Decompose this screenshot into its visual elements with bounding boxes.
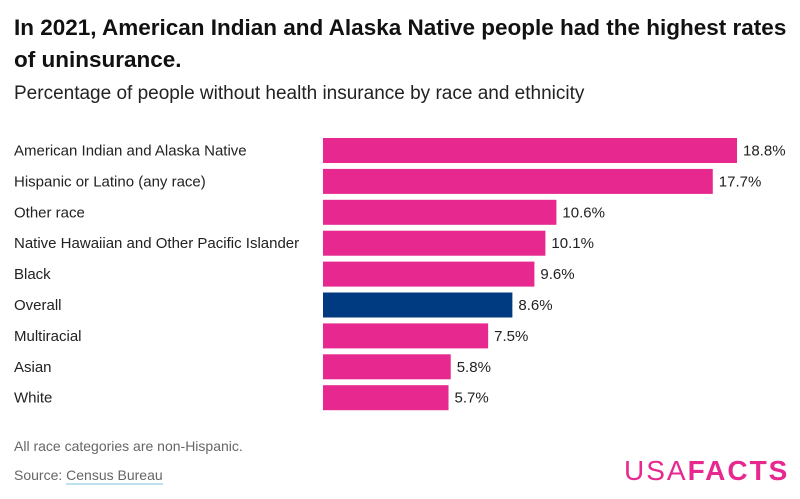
data-label: 8.6%: [518, 297, 552, 314]
bar-chart: American Indian and Alaska Native 18.8% Hi…: [14, 138, 786, 411]
bar: [323, 323, 489, 349]
logo-usa: USA: [624, 455, 688, 486]
category-label: Native Hawaiian and Other Pacific Island…: [14, 235, 299, 252]
source-link[interactable]: Census Bureau: [66, 467, 163, 485]
category-label: Other race: [14, 204, 85, 221]
chart-subtitle: Percentage of people without health insu…: [14, 83, 585, 104]
category-label: Hispanic or Latino (any race): [14, 173, 206, 190]
bar: [323, 230, 546, 256]
logo-facts: FACTS: [687, 455, 790, 486]
data-label: 7.5%: [494, 328, 528, 345]
data-label: 10.6%: [562, 204, 605, 221]
usafacts-logo: USAFACTS: [624, 455, 789, 487]
bar: [323, 292, 513, 318]
bar: [323, 168, 713, 194]
bar: [323, 138, 737, 163]
category-label: Asian: [14, 359, 52, 376]
data-label: 5.7%: [455, 390, 489, 407]
bar: [323, 199, 557, 225]
bar: [323, 354, 451, 380]
data-label: 18.8%: [743, 143, 786, 160]
category-label: Multiracial: [14, 328, 82, 345]
data-label: 10.1%: [551, 235, 594, 252]
source-line: Source: Census Bureau: [14, 467, 163, 485]
data-label: 17.7%: [719, 173, 762, 190]
category-label: American Indian and Alaska Native: [14, 143, 247, 160]
category-label: White: [14, 390, 52, 407]
footnote: All race categories are non-Hispanic.: [14, 438, 243, 454]
category-label: Overall: [14, 297, 62, 314]
data-label: 5.8%: [457, 359, 491, 376]
category-label: Black: [14, 266, 51, 283]
data-label: 9.6%: [540, 266, 574, 283]
bar: [323, 261, 535, 287]
source-label: Source:: [14, 467, 63, 483]
bar: [323, 385, 449, 411]
chart-title: In 2021, American Indian and Alaska Nati…: [14, 15, 787, 72]
